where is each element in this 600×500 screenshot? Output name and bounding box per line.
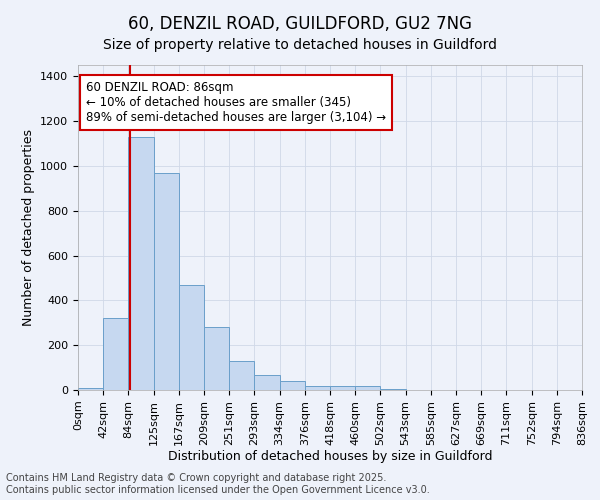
Text: 60, DENZIL ROAD, GUILDFORD, GU2 7NG: 60, DENZIL ROAD, GUILDFORD, GU2 7NG — [128, 15, 472, 33]
Bar — [103, 318, 128, 390]
X-axis label: Distribution of detached houses by size in Guildford: Distribution of detached houses by size … — [168, 450, 492, 464]
Bar — [305, 386, 330, 390]
Bar — [229, 361, 254, 390]
Bar — [154, 172, 179, 390]
Text: Size of property relative to detached houses in Guildford: Size of property relative to detached ho… — [103, 38, 497, 52]
Bar — [78, 388, 103, 390]
Y-axis label: Number of detached properties: Number of detached properties — [22, 129, 35, 326]
Bar — [254, 376, 280, 390]
Bar — [355, 386, 380, 390]
Text: 60 DENZIL ROAD: 86sqm
← 10% of detached houses are smaller (345)
89% of semi-det: 60 DENZIL ROAD: 86sqm ← 10% of detached … — [86, 80, 386, 124]
Bar — [380, 389, 406, 390]
Bar — [128, 136, 154, 390]
Bar — [330, 386, 355, 390]
Bar — [204, 327, 229, 390]
Text: Contains HM Land Registry data © Crown copyright and database right 2025.
Contai: Contains HM Land Registry data © Crown c… — [6, 474, 430, 495]
Bar — [280, 380, 305, 390]
Bar — [179, 284, 204, 390]
